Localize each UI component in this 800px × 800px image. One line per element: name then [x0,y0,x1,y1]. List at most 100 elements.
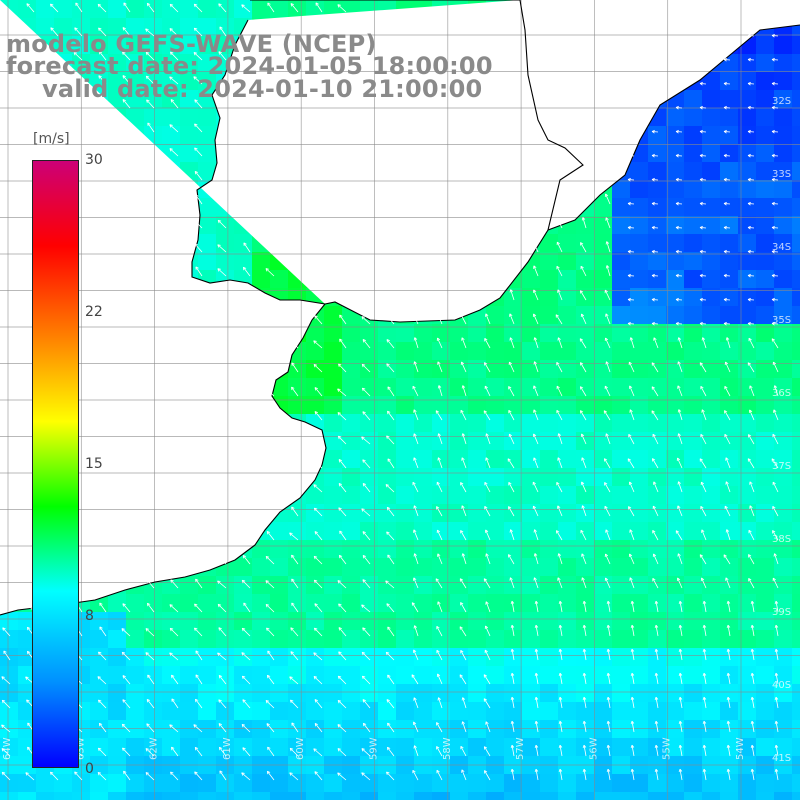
wind-arrow [194,99,203,109]
wind-arrow [459,626,467,637]
wind-arrow [558,648,563,661]
wind-arrow [651,410,659,421]
wind-arrow [194,627,203,637]
wind-arrow [218,674,227,685]
wind-arrow [580,242,587,253]
wind-arrow [630,720,635,733]
wind-arrow [484,529,491,541]
wind-arrow [702,720,707,733]
wind-arrow [627,249,635,254]
wind-arrow [699,249,707,254]
wind-arrow [556,265,563,277]
wind-arrow [748,554,755,565]
wind-arrow [726,672,731,685]
wind-arrow [338,603,347,613]
wind-arrow [413,505,419,517]
wind-arrow [771,57,779,62]
wind-arrow [557,577,563,589]
wind-arrow [314,723,323,733]
wind-arrow [774,696,779,709]
wind-arrow [581,505,587,517]
wind-arrow [774,720,779,733]
wind-arrow [361,772,371,781]
wind-arrow [699,362,707,373]
wind-arrow [509,337,515,349]
wind-arrow [723,201,731,206]
wind-arrow [605,217,611,229]
wind-arrow [558,600,563,613]
wind-arrow [241,627,251,637]
wind-arrow [747,249,755,254]
wind-arrow [508,506,515,517]
wind-arrow [169,724,179,733]
wind-arrow [750,720,755,733]
wind-arrow [581,457,587,469]
wind-arrow [386,339,395,349]
wind-arrow [361,363,371,373]
wind-arrow [97,771,107,781]
wind-arrow [557,289,563,301]
lat-label: 40S [772,680,791,691]
wind-arrow [219,26,227,37]
wind-arrow [484,338,491,349]
lon-label: 61W [222,737,233,760]
wind-arrow [532,313,539,325]
wind-arrow [266,627,275,637]
wind-arrow [145,628,155,637]
wind-arrow [509,313,515,325]
wind-arrow [313,652,323,661]
wind-arrow [750,768,755,781]
wind-arrow [675,105,683,110]
wind-arrow [675,297,683,302]
wind-arrow [654,600,659,613]
wind-arrow [484,770,491,781]
wind-arrow [651,273,659,278]
wind-arrow [385,580,395,589]
wind-arrow [122,51,131,61]
wind-arrow [605,529,611,541]
wind-arrow [290,651,299,661]
wind-arrow [556,530,563,541]
wind-arrow [169,76,179,85]
wind-arrow [73,51,83,61]
wind-arrow [675,177,683,182]
wind-arrow [774,600,779,613]
wind-arrow [678,600,683,613]
wind-arrow [413,409,419,421]
wind-arrow [677,505,683,517]
wind-arrow [676,577,683,589]
wind-arrow [603,458,611,469]
longitude-labels: 64W 63W 62W 61W 60W 59W 58W 57W 56W 55W 54W [2,737,746,760]
wind-arrow [411,602,419,613]
wind-arrow [507,458,515,469]
wind-arrow [412,649,419,661]
wind-arrow [580,481,587,493]
lat-label: 36S [772,388,791,399]
wind-arrow [436,746,443,757]
wind-arrow [509,289,515,301]
wind-arrow [146,699,155,709]
wind-arrow [678,744,683,757]
wind-arrow [289,772,299,781]
wind-arrow [557,457,563,469]
wind-arrow [557,433,563,445]
wind-arrow [195,650,203,661]
wind-arrow [485,601,491,613]
wind-arrow [652,433,659,445]
wind-arrow [606,600,611,613]
wind-arrow [437,361,443,373]
wind-arrow [290,627,299,637]
wind-arrow [362,483,371,493]
wind-arrow [605,433,611,445]
wind-arrow [291,506,299,517]
wind-arrow [532,481,539,493]
wind-arrow [747,297,755,302]
wind-arrow [121,651,131,661]
wind-arrow [579,386,587,397]
wind-arrow [291,602,299,613]
wind-arrow [289,747,299,757]
wind-arrow [630,648,635,661]
wind-arrow [582,648,587,661]
lon-label: 57W [515,737,526,760]
wind-arrow [484,362,491,373]
